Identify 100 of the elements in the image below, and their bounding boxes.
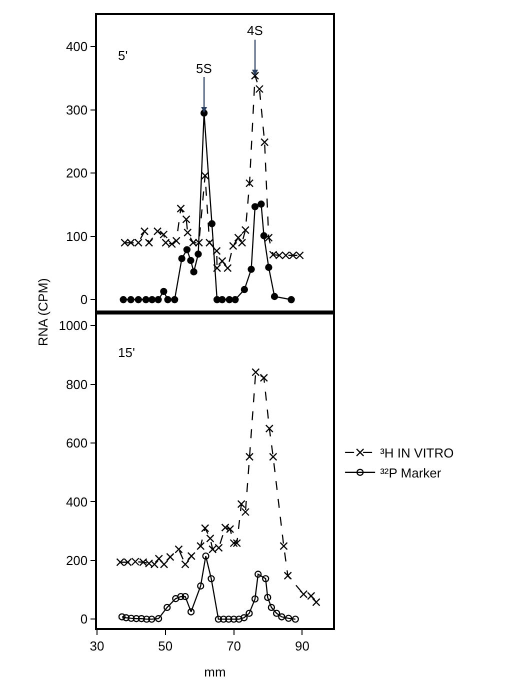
legend-label: ³²P Marker <box>380 465 442 480</box>
point <box>312 598 320 606</box>
point <box>292 616 299 623</box>
point <box>235 616 243 623</box>
point <box>254 570 262 578</box>
point <box>212 264 222 272</box>
point <box>153 227 162 236</box>
annotation: 15' <box>118 345 135 360</box>
point <box>272 610 280 617</box>
point <box>269 452 278 461</box>
point <box>248 266 255 273</box>
point <box>127 296 134 304</box>
x-tick-label: 50 <box>158 638 173 654</box>
y-tick-label: 200 <box>66 166 88 181</box>
point <box>260 374 268 382</box>
point <box>260 232 268 240</box>
x-tick-label: 30 <box>90 638 104 654</box>
point <box>182 215 190 224</box>
point <box>194 250 202 258</box>
point <box>187 552 196 560</box>
point <box>118 613 126 620</box>
point <box>177 592 184 600</box>
point <box>200 524 210 532</box>
point <box>140 227 149 236</box>
y-tick-label: 300 <box>66 102 88 118</box>
point <box>226 296 233 304</box>
point <box>142 616 150 623</box>
point <box>268 604 276 612</box>
point <box>252 368 260 376</box>
point <box>206 534 214 543</box>
point <box>255 84 264 94</box>
point <box>208 220 216 228</box>
point <box>238 238 246 247</box>
annotation: 5' <box>118 48 128 63</box>
point <box>284 614 292 622</box>
point <box>240 614 248 622</box>
point <box>224 264 232 272</box>
point <box>218 296 226 304</box>
point <box>270 292 278 300</box>
point <box>218 256 226 266</box>
point <box>245 452 254 461</box>
point <box>197 582 204 590</box>
y-tick-label: 200 <box>66 553 88 568</box>
point <box>264 594 272 602</box>
point <box>241 508 250 516</box>
annotation: 4S <box>247 23 264 38</box>
point <box>148 616 156 623</box>
y-tick-label: 1000 <box>58 318 88 334</box>
point <box>208 575 215 582</box>
y-tick-label: 800 <box>66 376 88 392</box>
point <box>230 616 238 623</box>
point <box>132 615 140 622</box>
point <box>220 616 228 623</box>
point <box>181 560 190 568</box>
y-tick-label: 100 <box>66 228 88 244</box>
point <box>154 554 164 563</box>
point <box>164 296 172 304</box>
point <box>190 268 198 276</box>
y-tick-label: 400 <box>66 494 88 510</box>
point <box>144 238 154 247</box>
point <box>142 296 150 304</box>
point <box>234 234 242 242</box>
point <box>284 572 292 580</box>
x-axis-title: mm <box>204 664 226 680</box>
point <box>265 264 272 271</box>
point <box>160 288 168 296</box>
y-tick-label: 0 <box>80 612 88 627</box>
annotation: 5S <box>196 61 212 76</box>
legend-label: ³H IN VITRO <box>380 446 454 461</box>
point <box>202 552 210 560</box>
point <box>148 296 156 304</box>
point <box>187 608 195 616</box>
point <box>182 592 189 600</box>
point <box>214 616 222 623</box>
point <box>245 179 254 188</box>
point <box>187 256 194 264</box>
point <box>164 604 171 612</box>
point <box>288 296 295 304</box>
point <box>128 614 135 622</box>
point <box>138 615 146 622</box>
point <box>230 539 238 548</box>
point <box>237 500 246 508</box>
point <box>241 226 250 234</box>
point <box>278 613 286 620</box>
point <box>264 234 273 242</box>
point <box>232 296 239 304</box>
point <box>246 610 253 617</box>
point <box>176 204 185 213</box>
point <box>171 296 178 304</box>
y-tick-label: 0 <box>80 292 88 308</box>
y-tick-label: 600 <box>66 436 88 451</box>
point <box>160 230 168 239</box>
point <box>262 575 270 582</box>
y-tick-label: 400 <box>66 39 88 54</box>
point <box>154 296 162 304</box>
point <box>154 615 162 622</box>
x-tick-label: 70 <box>226 638 242 654</box>
point <box>229 242 238 250</box>
point <box>196 542 205 550</box>
point <box>205 238 214 247</box>
